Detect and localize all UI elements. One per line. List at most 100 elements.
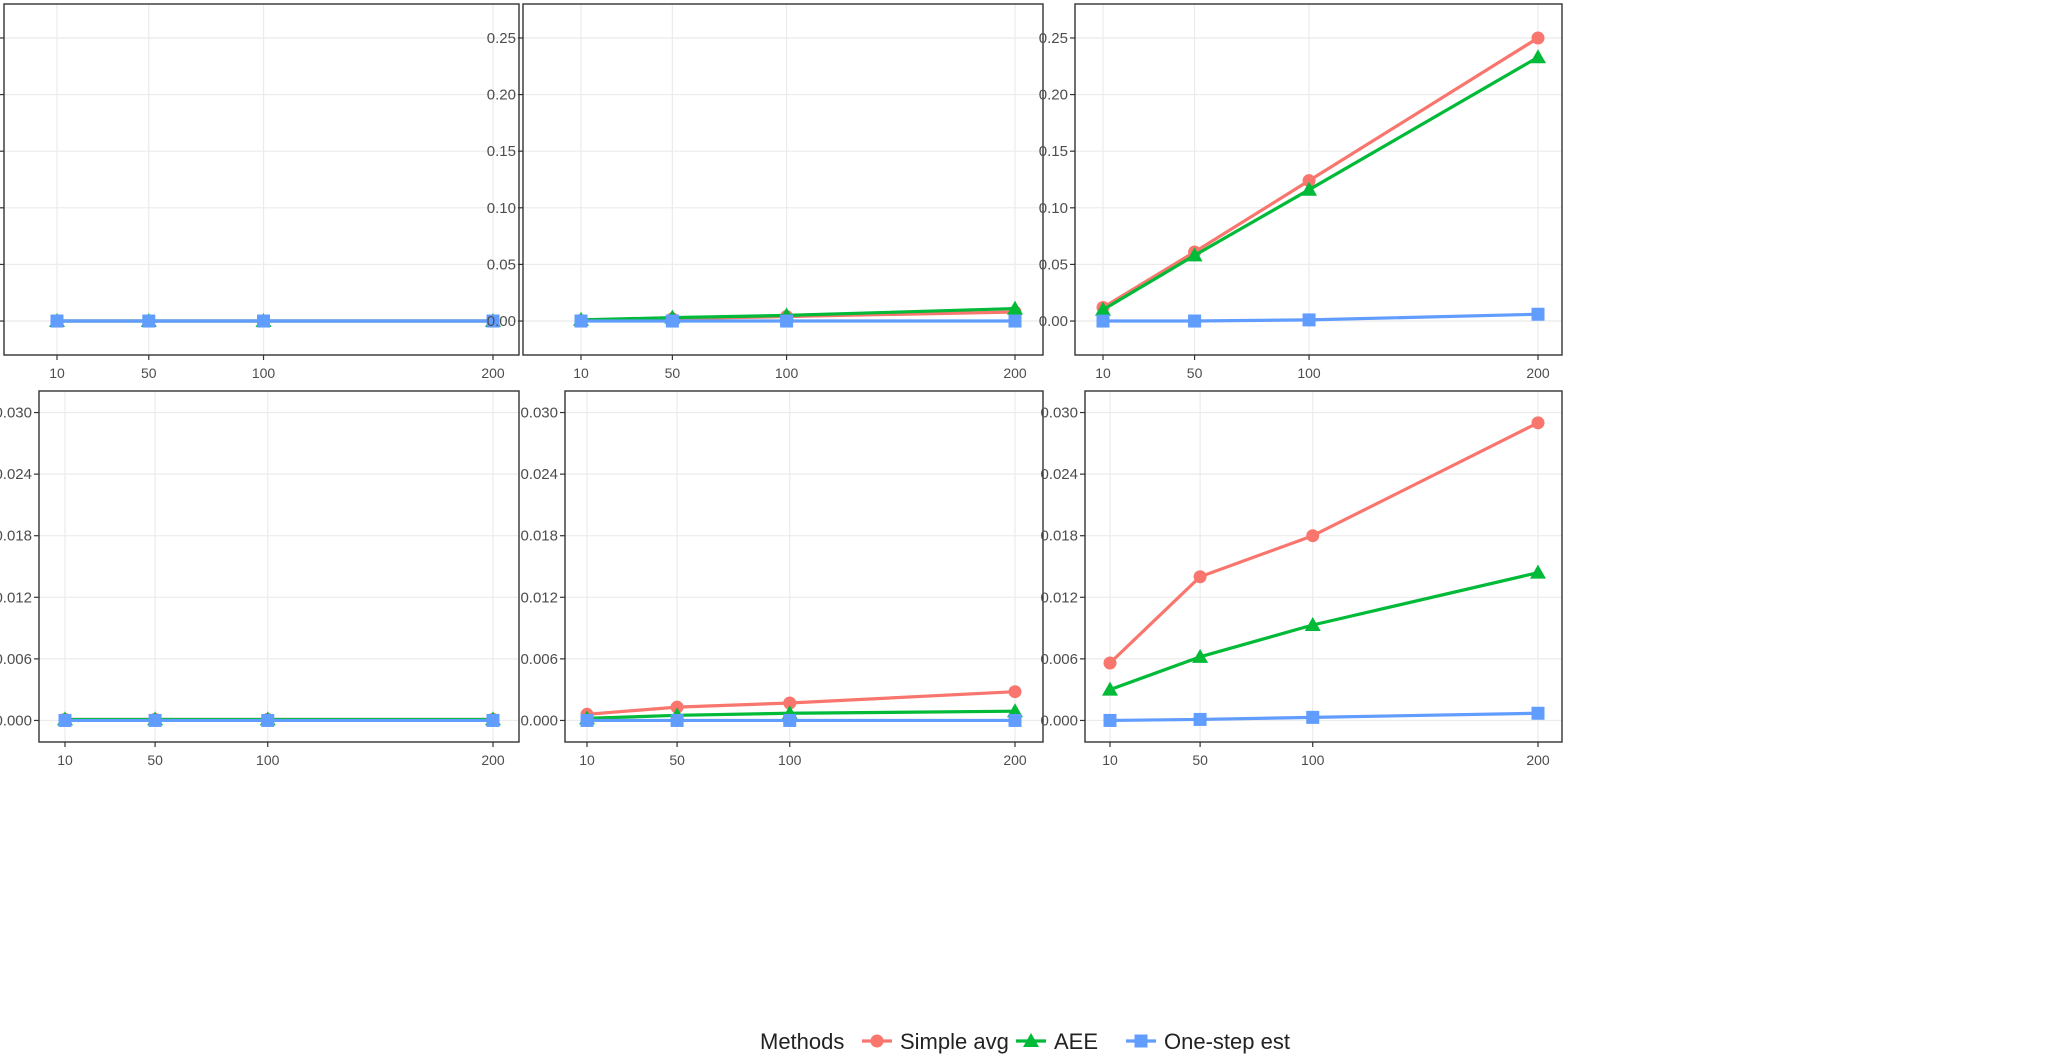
y-tick-label: 0.018 [1040,528,1078,545]
data-point-triangle [1301,181,1318,196]
data-point-square [665,314,679,328]
x-tick-label: 10 [579,752,595,768]
x-tick-label: 50 [1187,365,1203,381]
panel-frame [522,3,1044,356]
data-point-square [574,314,588,328]
data-point-circle [670,700,684,714]
data-point-square [50,314,64,328]
x-tick-label: 50 [1192,752,1208,768]
legend-items: Simple avg AEE One-step est [862,1029,1290,1054]
panel-frame [1074,3,1563,356]
x-tick-label: 50 [665,365,681,381]
series-line-square [1109,711,1539,723]
data-point-square [1096,314,1110,328]
data-point-circle [1306,529,1320,543]
data-point-square [257,314,271,328]
legend: Methods Simple avg AEE One-step est [760,1029,1290,1054]
x-tick-label: 200 [1003,365,1027,381]
panel-frame [38,390,520,743]
y-tick-label: 0.030 [520,405,558,422]
x-tick-label: 50 [147,752,163,768]
y-tick-label: 0.20 [1039,87,1068,104]
data-point-triangle [1530,49,1546,64]
data-point-triangle [1304,617,1321,631]
y-tick-label: 0.018 [0,528,32,545]
panel-frame [3,3,520,356]
series-line-triangle [586,709,1016,720]
legend-key-square [1134,1034,1148,1048]
panel-frame [564,390,1044,743]
y-tick-label: 0.000 [1040,712,1078,729]
y-tick-label: 0.000 [0,712,32,729]
data-point-circle [1193,570,1207,584]
x-tick-label: 50 [141,365,157,381]
y-tick-label: 0.15 [1039,143,1068,160]
data-point-circle [1302,174,1316,188]
data-point-square [486,713,500,727]
series-line-triangle [1109,571,1539,692]
legend-key-triangle [1023,1033,1039,1047]
data-point-square [261,713,275,727]
data-point-triangle [1530,564,1546,579]
y-tick-label: 0.15 [487,143,516,160]
data-point-square [1188,314,1202,328]
y-tick-label: 0.012 [520,589,558,606]
series-line-square [1103,312,1539,323]
legend-item: One-step est [1126,1029,1290,1054]
legend-label: Simple avg [900,1029,1009,1054]
x-tick-label: 10 [57,752,73,768]
x-tick-label: 10 [1102,752,1118,768]
data-point-circle [783,696,797,710]
data-point-square [1531,307,1545,321]
panel-row1-col2: 0.00 0.05 0.10 0.15 0.20 0.25 10 50 100 200 [487,3,1044,381]
y-tick-label: 0.25 [487,30,516,47]
data-point-triangle [1007,300,1023,315]
data-point-square [780,314,794,328]
y-tick-label: 0.006 [520,651,558,668]
data-point-square [1306,710,1320,724]
x-tick-label: 100 [775,365,799,381]
y-tick-label: 0.10 [1039,200,1068,217]
panel-row1-col1: 0.00 0.05 0.10 0.15 0.20 0.25 10 50 100 200 [0,3,520,381]
data-point-square [1008,713,1022,727]
y-tick-label: 0.024 [0,466,32,483]
y-tick-label: 0.05 [1039,256,1068,273]
x-tick-label: 100 [256,752,280,768]
y-tick-label: 0.024 [1040,466,1078,483]
legend-item: Simple avg [862,1029,1009,1054]
data-point-square [1302,313,1316,327]
series-line-circle [586,690,1016,716]
x-tick-label: 10 [1095,365,1111,381]
data-point-square [58,713,72,727]
data-point-square [783,713,797,727]
legend-key-circle [870,1034,884,1048]
y-tick-label: 0.006 [1040,651,1078,668]
x-tick-label: 100 [1297,365,1321,381]
data-point-square [1193,712,1207,726]
data-point-triangle [1007,703,1023,718]
data-point-triangle [1102,681,1118,696]
panel-row2-col1: 0.000 0.006 0.012 0.018 0.024 0.030 10 50 100 200 [0,390,520,768]
y-tick-label: 0.00 [1039,313,1068,330]
x-tick-label: 200 [1526,752,1550,768]
y-tick-label: 0.006 [0,651,32,668]
y-tick-label: 0.024 [520,466,558,483]
legend-item: AEE [1016,1029,1098,1054]
series-line-circle [1102,36,1539,309]
x-tick-label: 100 [778,752,802,768]
data-point-circle [1008,685,1022,699]
legend-title: Methods [760,1029,844,1054]
y-tick-label: 0.000 [520,712,558,729]
x-tick-label: 200 [481,752,505,768]
panel-row2-col2: 0.000 0.006 0.012 0.018 0.024 0.030 10 50 100 200 [520,390,1044,768]
data-point-square [1531,706,1545,720]
data-point-square [486,314,500,328]
x-tick-label: 200 [1526,365,1550,381]
series-line-triangle [1102,55,1539,312]
data-point-circle [1531,31,1545,45]
data-point-triangle [1095,301,1111,316]
panel-row1-col3: 0.00 0.05 0.10 0.15 0.20 0.25 10 50 100 200 [1039,3,1563,381]
data-point-square [670,713,684,727]
x-tick-label: 10 [573,365,589,381]
